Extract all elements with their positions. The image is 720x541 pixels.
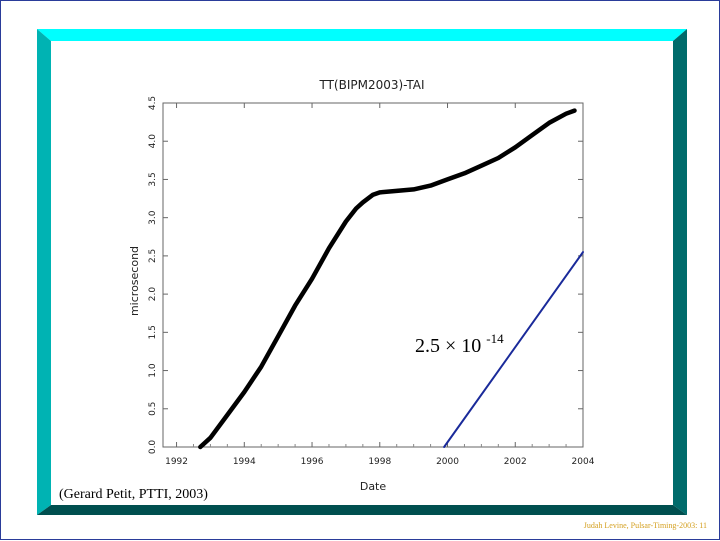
series-layer: [198, 108, 584, 450]
slope-annotation: 2.5 × 10 -14: [415, 331, 504, 357]
slide-footer: Judah Levine, Pulsar-Timing-2003: 11: [583, 521, 707, 530]
x-tick-label: 1992: [165, 457, 188, 467]
y-tick-label: 3.5: [148, 172, 158, 186]
y-tick-label: 2.0: [148, 287, 158, 302]
x-tick-label: 1998: [368, 457, 391, 467]
y-axis: 0.0 0.5 1.0 1.5 2.0 2.5 3.0 3.5 4.0 4.5: [148, 96, 583, 454]
slide-content: TT(BIPM2003)-TAI 0.0 0.5 1.0 1.5 2.0 2.5 3.0 3.…: [51, 41, 673, 505]
plot-area: [162, 102, 584, 448]
annotation-base: 2.5: [415, 335, 440, 357]
y-tick-label: 2.5: [148, 249, 158, 263]
x-tick-label: 2004: [572, 457, 595, 467]
y-tick-label: 1.0: [148, 363, 158, 378]
y-tick-label: 4.0: [148, 134, 158, 149]
y-tick-label: 4.5: [148, 96, 158, 110]
annotation-exponent: -14: [486, 331, 504, 346]
y-axis-label: microsecond: [128, 246, 141, 316]
y-tick-label: 3.0: [148, 210, 158, 225]
annotation-times: ×: [445, 335, 456, 357]
frame-right-bevel: [673, 29, 687, 515]
chart-title: TT(BIPM2003)-TAI: [318, 78, 424, 92]
x-tick-label: 1996: [301, 457, 324, 467]
series-line-offset: [198, 108, 577, 450]
frame-left-bevel: [37, 29, 51, 515]
y-tick-label: 1.5: [148, 325, 158, 339]
x-axis: 1992 1994 1996 1998 2000 2002 2004: [165, 103, 595, 467]
y-tick-label: 0.5: [148, 402, 158, 416]
x-axis-label: Date: [360, 480, 387, 493]
source-caption: (Gerard Petit, PTTI, 2003): [59, 487, 208, 502]
x-tick-label: 2000: [436, 457, 459, 467]
frame-top-bevel: [37, 29, 687, 41]
frame-bottom-bevel: [37, 505, 687, 515]
annotation-power: 10: [461, 335, 481, 357]
x-tick-label: 2002: [504, 457, 527, 467]
chart: TT(BIPM2003)-TAI 0.0 0.5 1.0 1.5 2.0 2.5 3.0 3.…: [128, 78, 595, 493]
y-tick-label: 0.0: [148, 440, 158, 455]
x-tick-label: 1994: [233, 457, 256, 467]
series-line-slope: [443, 251, 584, 448]
